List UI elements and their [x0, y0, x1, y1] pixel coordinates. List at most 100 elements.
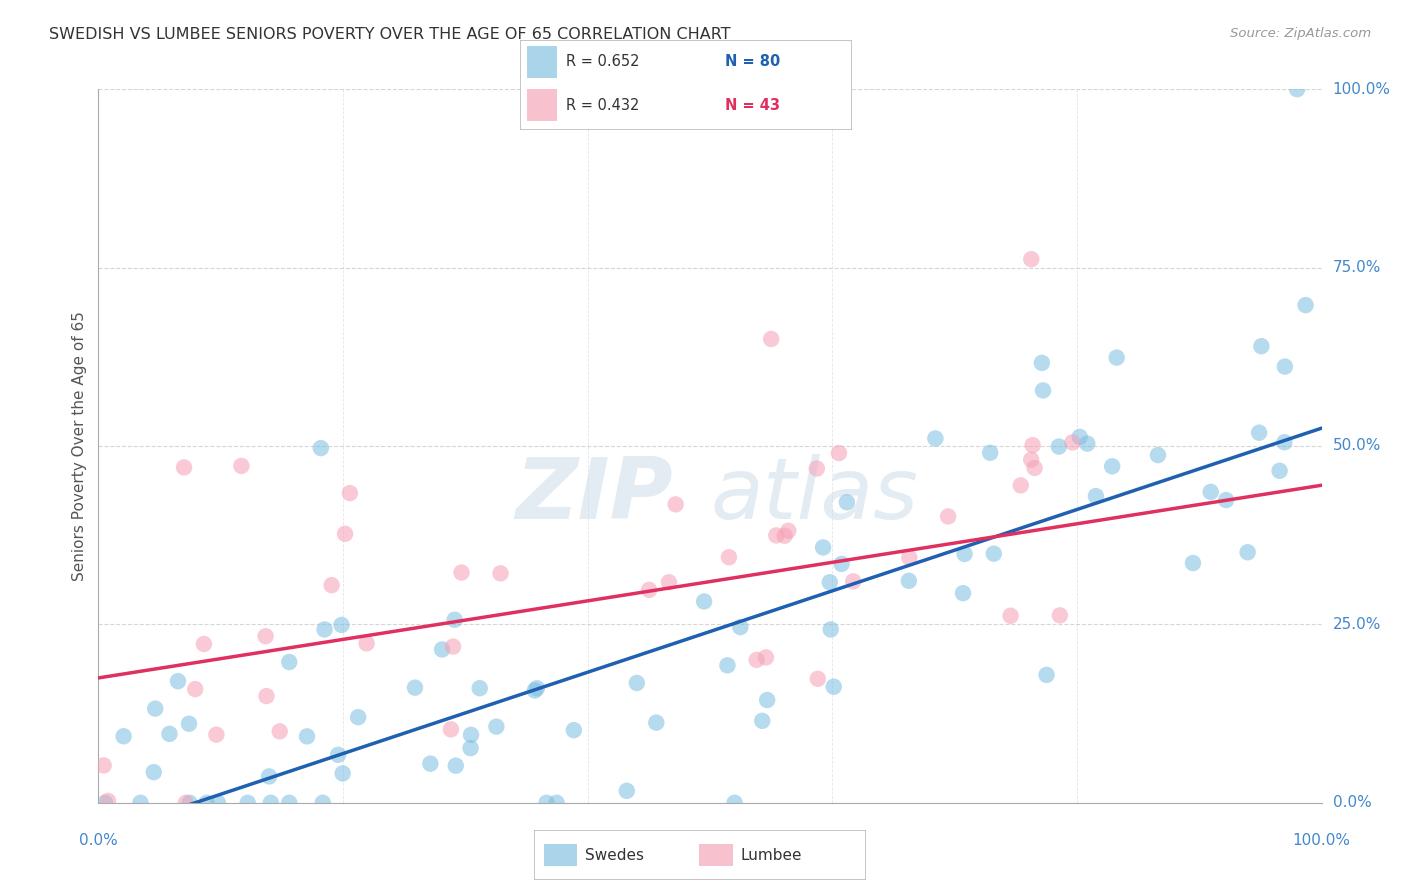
- Point: [983, 547, 1005, 561]
- Point: [450, 566, 472, 580]
- Point: [765, 528, 787, 542]
- Point: [167, 674, 190, 689]
- Point: [1084, 489, 1107, 503]
- Point: [441, 640, 464, 654]
- Point: [979, 446, 1001, 460]
- Point: [485, 720, 508, 734]
- Point: [693, 594, 716, 608]
- Point: [231, 458, 253, 473]
- Point: [1268, 464, 1291, 478]
- Point: [626, 676, 648, 690]
- Point: [645, 715, 668, 730]
- Point: [1215, 493, 1237, 508]
- Point: [1019, 252, 1042, 267]
- Text: 100.0%: 100.0%: [1292, 833, 1351, 848]
- Bar: [527, 89, 557, 121]
- Point: [460, 741, 482, 756]
- Point: [195, 796, 218, 810]
- Point: [835, 495, 858, 509]
- Point: [1049, 608, 1071, 623]
- Point: [339, 486, 361, 500]
- Point: [523, 683, 546, 698]
- Point: [254, 629, 277, 643]
- Point: [173, 460, 195, 475]
- Y-axis label: Seniors Poverty Over the Age of 65: Seniors Poverty Over the Age of 65: [72, 311, 87, 581]
- Point: [257, 769, 280, 783]
- Bar: [699, 844, 733, 866]
- Point: [562, 723, 585, 738]
- Point: [468, 681, 491, 696]
- Text: ZIP: ZIP: [516, 454, 673, 538]
- Point: [756, 693, 779, 707]
- Point: [489, 566, 512, 581]
- Point: [1105, 351, 1128, 365]
- Point: [330, 618, 353, 632]
- Text: Swedes: Swedes: [585, 847, 644, 863]
- Text: N = 80: N = 80: [725, 54, 780, 70]
- Point: [129, 796, 152, 810]
- Point: [1024, 461, 1046, 475]
- Point: [716, 658, 738, 673]
- Point: [260, 796, 283, 810]
- Point: [143, 701, 166, 715]
- Text: Source: ZipAtlas.com: Source: ZipAtlas.com: [1230, 27, 1371, 40]
- Point: [751, 714, 773, 728]
- Point: [842, 574, 865, 589]
- Point: [295, 730, 318, 744]
- Point: [404, 681, 426, 695]
- Text: 25.0%: 25.0%: [1333, 617, 1381, 632]
- Point: [1000, 608, 1022, 623]
- Point: [924, 432, 946, 446]
- Point: [1031, 356, 1053, 370]
- Point: [321, 578, 343, 592]
- Point: [1286, 82, 1309, 96]
- Point: [773, 529, 796, 543]
- Point: [778, 524, 800, 538]
- Point: [1199, 484, 1222, 499]
- Point: [112, 729, 135, 743]
- Point: [723, 796, 745, 810]
- Point: [97, 794, 120, 808]
- Point: [1236, 545, 1258, 559]
- Point: [207, 796, 229, 810]
- Text: 100.0%: 100.0%: [1333, 82, 1391, 96]
- Point: [93, 758, 115, 772]
- Point: [807, 672, 830, 686]
- Point: [1032, 384, 1054, 398]
- Text: atlas: atlas: [710, 454, 918, 538]
- Point: [1010, 478, 1032, 492]
- Point: [1274, 359, 1296, 374]
- Point: [638, 582, 661, 597]
- Point: [1181, 556, 1204, 570]
- Point: [1021, 438, 1043, 452]
- Point: [177, 716, 200, 731]
- Point: [278, 796, 301, 810]
- Point: [898, 550, 921, 565]
- Text: R = 0.652: R = 0.652: [567, 54, 640, 70]
- Point: [1076, 436, 1098, 450]
- Text: Lumbee: Lumbee: [741, 847, 803, 863]
- Point: [332, 766, 354, 780]
- Point: [184, 682, 207, 697]
- Point: [828, 446, 851, 460]
- Point: [440, 723, 463, 737]
- Point: [952, 586, 974, 600]
- Point: [745, 653, 768, 667]
- Point: [665, 497, 688, 511]
- Text: N = 43: N = 43: [725, 98, 780, 112]
- Point: [820, 623, 842, 637]
- Point: [1069, 430, 1091, 444]
- Text: 50.0%: 50.0%: [1333, 439, 1381, 453]
- Bar: [544, 844, 578, 866]
- Point: [1295, 298, 1317, 312]
- Point: [811, 541, 834, 555]
- Text: 0.0%: 0.0%: [1333, 796, 1371, 810]
- Point: [730, 620, 752, 634]
- Point: [443, 613, 465, 627]
- Point: [205, 728, 228, 742]
- Point: [658, 575, 681, 590]
- Bar: [527, 45, 557, 78]
- Point: [356, 636, 378, 650]
- Point: [179, 796, 201, 810]
- Text: 0.0%: 0.0%: [79, 833, 118, 848]
